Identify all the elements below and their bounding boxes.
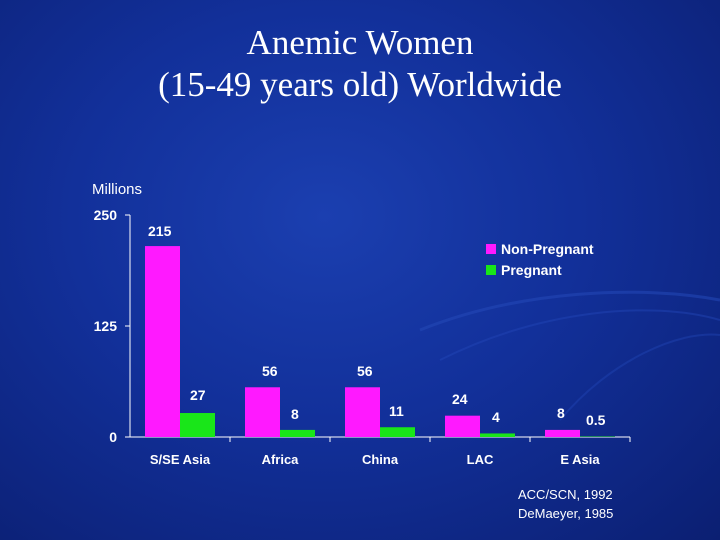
legend-label-pregnant: Pregnant xyxy=(501,262,562,278)
x-tick-label: China xyxy=(362,452,399,467)
pregnant-data-label: 27 xyxy=(190,387,206,403)
non-pregnant-bar xyxy=(445,415,480,437)
y-tick-label: 125 xyxy=(94,318,118,334)
pregnant-data-label: 8 xyxy=(291,406,299,422)
slide-title-line-1: Anemic Women xyxy=(246,23,474,62)
y-axis-label: Millions xyxy=(92,181,142,198)
non-pregnant-bar xyxy=(245,387,280,437)
y-tick-label: 250 xyxy=(94,207,118,223)
non-pregnant-data-label: 215 xyxy=(148,223,172,239)
source-citations: ACC/SCN, 1992 DeMaeyer, 1985 xyxy=(518,485,613,523)
legend-swatch-non-pregnant xyxy=(486,244,496,254)
x-tick-label: Africa xyxy=(262,452,300,467)
pregnant-bar xyxy=(180,413,215,437)
legend-label-non-pregnant: Non-Pregnant xyxy=(501,241,594,257)
non-pregnant-bar xyxy=(145,246,180,437)
source-citation-2: DeMaeyer, 1985 xyxy=(518,506,614,521)
slide-title: Anemic Women (15-49 years old) Worldwide xyxy=(60,22,660,106)
pregnant-data-label: 0.5 xyxy=(586,412,606,428)
chart-bars: 215 56 56 24 8 27 8 11 4 0.5 xyxy=(145,223,615,437)
chart-legend: Non-Pregnant Pregnant xyxy=(486,241,594,278)
non-pregnant-bar xyxy=(345,387,380,437)
non-pregnant-data-label: 56 xyxy=(262,363,278,379)
legend-swatch-pregnant xyxy=(486,265,496,275)
slide-title-line-2: (15-49 years old) Worldwide xyxy=(158,65,562,104)
pregnant-data-label: 4 xyxy=(492,409,500,425)
x-tick-label: LAC xyxy=(467,452,494,467)
x-tick-label: E Asia xyxy=(560,452,600,467)
pregnant-bar xyxy=(480,433,515,437)
non-pregnant-data-label: 8 xyxy=(557,405,565,421)
non-pregnant-data-label: 56 xyxy=(357,363,373,379)
source-citation-1: ACC/SCN, 1992 xyxy=(518,487,613,502)
x-tick-label: S/SE Asia xyxy=(150,452,211,467)
pregnant-bar xyxy=(380,427,415,437)
non-pregnant-bar xyxy=(545,429,580,437)
pregnant-bar xyxy=(280,429,315,437)
pregnant-data-label: 11 xyxy=(389,403,404,419)
y-tick-label: 0 xyxy=(109,429,117,445)
non-pregnant-data-label: 24 xyxy=(452,391,468,407)
